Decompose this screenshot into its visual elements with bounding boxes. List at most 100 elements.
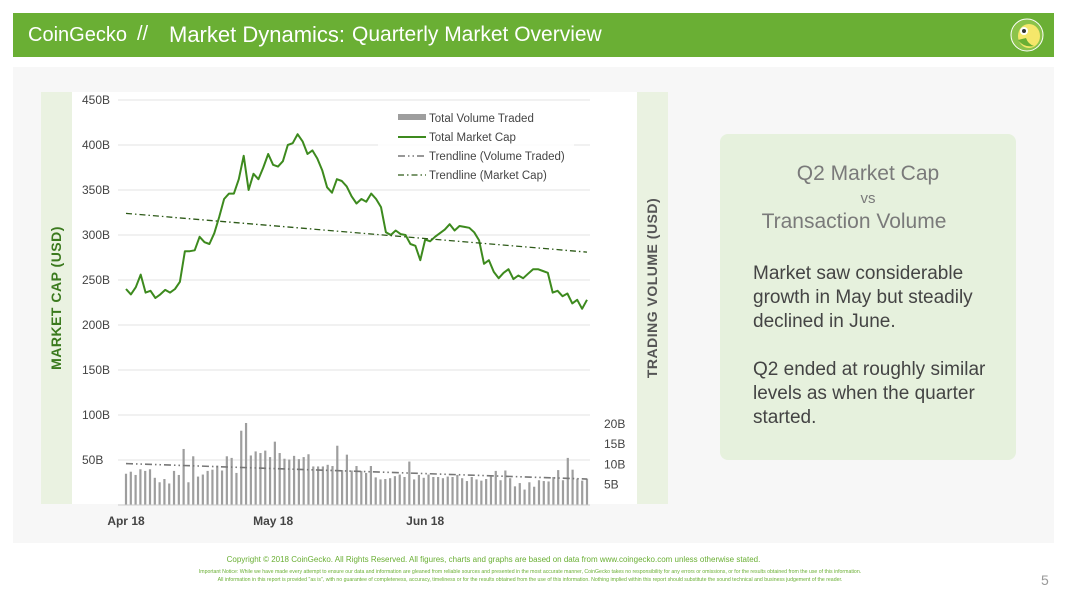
summary-heading: Q2 Market Cap bbox=[796, 162, 940, 185]
gecko-logo-icon bbox=[1010, 18, 1044, 52]
volume-bar bbox=[259, 453, 262, 505]
volume-bar bbox=[581, 480, 584, 505]
volume-bar bbox=[211, 469, 214, 505]
volume-bar bbox=[216, 465, 219, 505]
summary-paragraph-2: Q2 ended at roughly similar levels as wh… bbox=[753, 359, 986, 428]
summary-subheading: Transaction Volume bbox=[761, 210, 947, 233]
volume-bar bbox=[288, 459, 291, 505]
volume-bar bbox=[268, 457, 272, 505]
volume-bar bbox=[393, 476, 397, 505]
volume-bar bbox=[475, 479, 478, 505]
volume-bar bbox=[398, 474, 401, 505]
volume-bar bbox=[134, 474, 137, 505]
footer-copyright: Copyright © 2018 CoinGecko. All Rights R… bbox=[226, 555, 761, 564]
volume-bar bbox=[437, 476, 440, 505]
volume-bar bbox=[307, 454, 310, 505]
left-tick-label: 100B bbox=[82, 408, 110, 422]
volume-bar bbox=[480, 480, 483, 505]
volume-bar bbox=[533, 486, 536, 505]
volume-bar bbox=[249, 455, 252, 505]
footer-notice-2: All information in this report is provid… bbox=[217, 577, 843, 583]
volume-bar bbox=[283, 458, 286, 505]
volume-bar bbox=[244, 422, 248, 505]
legend-label: Total Market Cap bbox=[429, 132, 516, 144]
volume-bar bbox=[172, 470, 176, 505]
legend-swatch-volume bbox=[398, 114, 426, 120]
volume-bar bbox=[374, 477, 377, 505]
volume-bar bbox=[461, 478, 464, 505]
volume-bar bbox=[379, 479, 382, 505]
volume-bar bbox=[499, 480, 502, 505]
volume-bar bbox=[316, 466, 320, 505]
volume-bar bbox=[187, 482, 190, 505]
volume-bar bbox=[345, 454, 348, 505]
volume-bar bbox=[355, 466, 358, 505]
volume-bar bbox=[542, 481, 545, 505]
volume-bar bbox=[547, 481, 550, 505]
volume-bar bbox=[177, 474, 180, 505]
volume-bar bbox=[230, 457, 233, 505]
volume-bar bbox=[148, 469, 152, 505]
right-axis-band bbox=[637, 92, 668, 504]
volume-bar bbox=[254, 451, 257, 505]
volume-bar bbox=[432, 476, 435, 505]
left-tick-label: 250B bbox=[82, 273, 110, 287]
volume-bar bbox=[139, 469, 142, 505]
volume-bar bbox=[163, 479, 166, 505]
volume-bar bbox=[494, 470, 497, 505]
volume-bar bbox=[365, 472, 368, 505]
volume-bar bbox=[235, 472, 238, 505]
right-tick-label: 20B bbox=[604, 417, 625, 431]
volume-bar bbox=[206, 470, 209, 505]
volume-bar bbox=[566, 457, 569, 505]
volume-bar bbox=[451, 476, 454, 505]
x-tick-label: Jun 18 bbox=[406, 514, 444, 528]
volume-bar bbox=[326, 464, 329, 505]
trendline-volume bbox=[125, 462, 588, 480]
page-title: Market Dynamics: bbox=[169, 22, 346, 47]
volume-bar bbox=[470, 476, 473, 505]
volume-bar bbox=[489, 476, 493, 505]
right-tick-label: 5B bbox=[604, 478, 619, 492]
legend-label: Total Volume Traded bbox=[429, 113, 534, 125]
volume-bar bbox=[384, 479, 387, 505]
volume-bar bbox=[417, 474, 421, 505]
volume-bar bbox=[528, 482, 531, 505]
x-tick-label: Apr 18 bbox=[107, 514, 145, 528]
volume-bar bbox=[403, 476, 406, 505]
volume-bar bbox=[360, 470, 363, 505]
volume-bar bbox=[509, 478, 512, 505]
volume-bar bbox=[518, 483, 521, 505]
volume-bar bbox=[537, 480, 541, 505]
legend-label: Trendline (Volume Traded) bbox=[429, 151, 565, 163]
trendline-market-cap bbox=[125, 212, 588, 253]
volume-bar bbox=[302, 457, 305, 505]
volume-bar bbox=[504, 470, 507, 505]
title-separator: // bbox=[137, 23, 149, 45]
volume-bar bbox=[561, 480, 565, 505]
footer-notice-1: Important Notice: While we have made eve… bbox=[198, 569, 862, 575]
volume-bar bbox=[408, 461, 411, 505]
volume-bar bbox=[278, 453, 281, 505]
volume-bar bbox=[158, 482, 161, 505]
volume-bar bbox=[427, 474, 430, 505]
volume-bar bbox=[225, 456, 228, 505]
volume-bar bbox=[144, 470, 147, 505]
summary-vs: vs bbox=[860, 190, 876, 207]
legend-label: Trendline (Market Cap) bbox=[429, 170, 547, 182]
header-bar: CoinGecko // Market Dynamics: Quarterly … bbox=[13, 13, 1054, 57]
right-tick-label: 15B bbox=[604, 437, 625, 451]
volume-bar bbox=[585, 478, 589, 505]
left-tick-label: 200B bbox=[82, 318, 110, 332]
page-number: 5 bbox=[1041, 572, 1049, 588]
volume-bar bbox=[552, 476, 555, 505]
left-tick-label: 300B bbox=[82, 228, 110, 242]
volume-bar bbox=[129, 471, 132, 505]
left-tick-label: 400B bbox=[82, 138, 110, 152]
volume-bar bbox=[513, 486, 517, 505]
volume-bar bbox=[446, 476, 449, 505]
volume-bar bbox=[350, 470, 353, 505]
volume-bar bbox=[485, 479, 488, 505]
volume-bar bbox=[153, 477, 156, 505]
left-tick-label: 150B bbox=[82, 363, 110, 377]
